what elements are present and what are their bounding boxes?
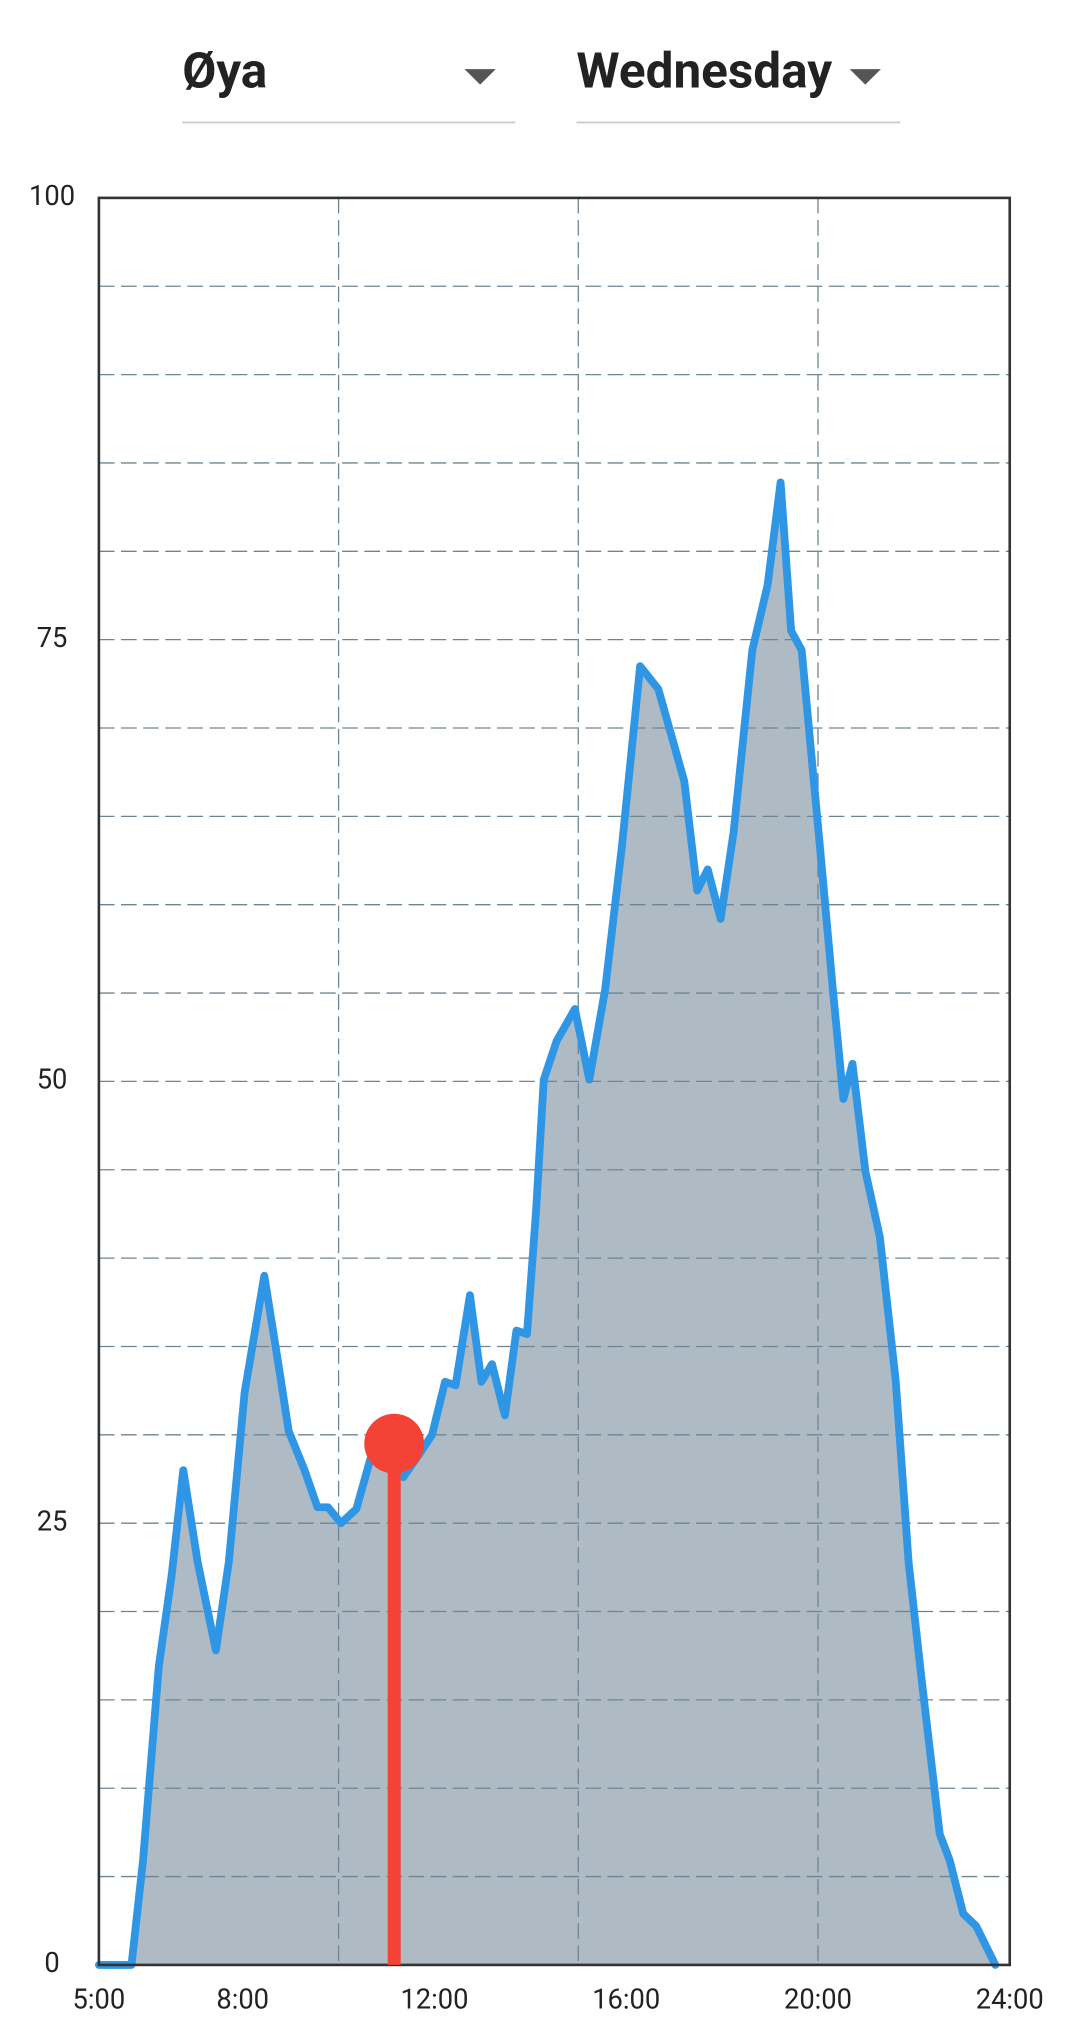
marker-dot (364, 1413, 425, 1474)
y-tick-label: 100 (29, 180, 75, 212)
x-tick-label: 20:00 (784, 1984, 852, 2016)
y-tick-label: 75 (37, 622, 68, 654)
dropdown-arrow (464, 69, 496, 85)
dropdown-arrow (849, 69, 881, 85)
location-label: Øya (182, 42, 267, 100)
y-tick-label: 50 (37, 1064, 68, 1096)
chart: 0 25 50 75 100 5:00 8:00 12:00 16:00 20:00 24:00 (29, 180, 1044, 2015)
x-tick-label: 24:00 (976, 1984, 1044, 2016)
plot-frame (97, 196, 1012, 1967)
y-tick-label: 25 (37, 1505, 68, 1537)
x-tick-label: 16:00 (592, 1984, 660, 2016)
location-dropdown[interactable]: Øya (182, 42, 516, 124)
x-tick-label: 8:00 (216, 1984, 269, 2016)
day-label: Wednesday (576, 42, 832, 100)
area-fill (98, 482, 996, 1965)
x-tick-label: 5:00 (73, 1984, 126, 2016)
line (94, 478, 1000, 1969)
day-dropdown[interactable]: Wednesday (576, 42, 901, 124)
y-tick-label: 0 (44, 1947, 59, 1979)
x-tick-label: 12:00 (400, 1984, 468, 2016)
